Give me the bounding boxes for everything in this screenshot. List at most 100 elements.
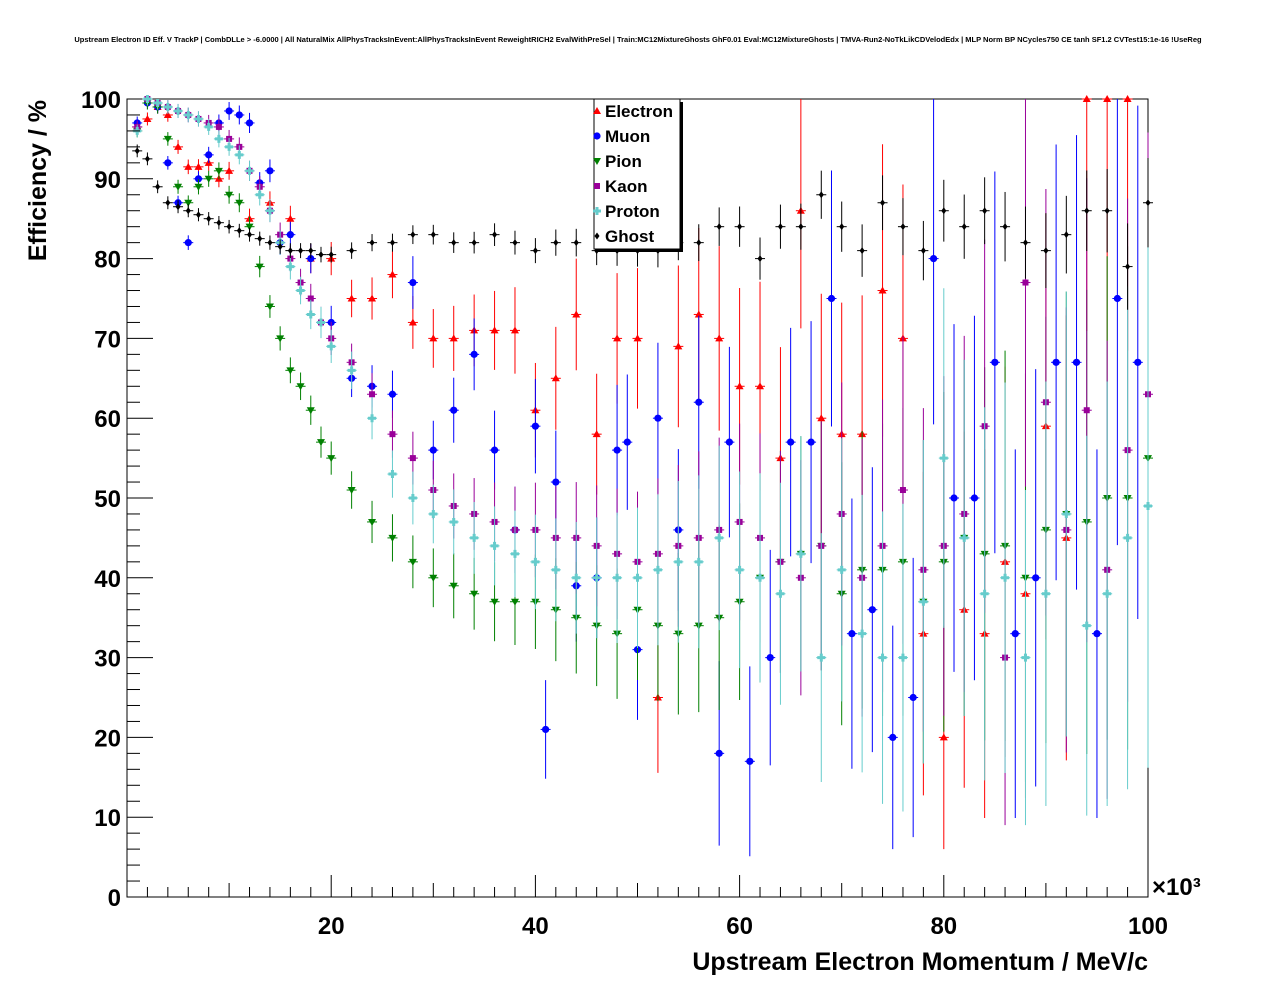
y-tick-label: 20 [94, 725, 121, 752]
data-point [368, 294, 377, 302]
data-point [451, 239, 457, 247]
data-point [286, 367, 295, 375]
data-point [296, 383, 305, 391]
data-point [143, 114, 152, 122]
chart-title: Upstream Electron ID Eff. V TrackP | Com… [74, 35, 1202, 44]
data-point [531, 422, 540, 430]
data-point [776, 589, 785, 598]
data-point [796, 549, 805, 558]
legend-entry-kaon: Kaon [594, 177, 648, 196]
data-point [899, 487, 906, 494]
data-point [204, 122, 213, 131]
data-point [510, 326, 519, 334]
data-point [184, 162, 193, 170]
data-point [715, 533, 724, 542]
data-point [490, 446, 499, 454]
data-point [266, 167, 274, 175]
data-point [276, 335, 285, 343]
data-point [552, 478, 560, 486]
legend-entry-electron: Electron [593, 102, 673, 121]
data-point [889, 733, 897, 742]
data-point [715, 334, 724, 342]
data-point [327, 455, 336, 463]
data-point [613, 573, 622, 582]
data-point [369, 239, 375, 247]
x-tick-label: 100 [1128, 913, 1168, 940]
data-point [286, 214, 295, 222]
data-point [429, 334, 438, 342]
data-point [185, 207, 191, 215]
data-point [296, 286, 305, 295]
data-point [389, 239, 395, 247]
data-point [1084, 207, 1090, 215]
data-point [163, 102, 172, 111]
data-point [1134, 358, 1142, 366]
data-point [551, 565, 560, 574]
data-point [512, 239, 518, 247]
data-point [347, 294, 356, 302]
data-point [408, 318, 417, 326]
y-tick-label: 80 [94, 247, 121, 274]
data-point [429, 446, 437, 454]
data-point [839, 223, 845, 231]
data-point [225, 191, 234, 199]
data-point [542, 725, 550, 734]
data-point [848, 630, 856, 638]
data-point [265, 303, 274, 311]
data-point [194, 162, 203, 170]
data-point [184, 199, 193, 207]
legend-marker [593, 107, 601, 114]
data-point [950, 494, 958, 502]
data-point [194, 114, 203, 123]
data-point [798, 223, 804, 231]
data-point [1145, 199, 1151, 207]
y-tick-label: 30 [94, 646, 121, 673]
data-point [777, 223, 783, 231]
data-point [1103, 589, 1112, 598]
data-point [410, 231, 416, 239]
data-point [573, 239, 579, 247]
data-point [144, 155, 150, 163]
data-point [756, 382, 765, 390]
data-point [633, 334, 642, 342]
data-point [349, 247, 355, 255]
data-point [449, 517, 458, 526]
data-point [880, 199, 886, 207]
legend-marker [594, 183, 600, 189]
data-point [919, 597, 928, 606]
legend-entry-proton: Proton [593, 202, 660, 221]
data-point [470, 533, 479, 542]
legend-entry-muon: Muon [593, 127, 650, 146]
data-point [982, 207, 988, 215]
data-point [265, 206, 274, 215]
data-point [235, 111, 243, 119]
data-point [592, 573, 601, 582]
data-point [470, 590, 479, 598]
data-point [490, 541, 499, 550]
data-point [165, 199, 171, 207]
data-point [694, 557, 703, 566]
data-point [1082, 95, 1091, 102]
data-point [316, 318, 325, 327]
data-point [929, 255, 938, 263]
data-point [316, 439, 325, 447]
legend-marker [593, 158, 601, 165]
data-point [961, 223, 967, 231]
data-point [408, 558, 417, 566]
data-point [492, 231, 498, 239]
data-point [807, 438, 815, 446]
data-point [215, 123, 222, 130]
data-point [1062, 509, 1071, 518]
data-point [1123, 95, 1132, 102]
data-point [163, 110, 172, 118]
data-point [941, 207, 947, 215]
data-point [1104, 207, 1110, 215]
legend-label: Pion [605, 152, 642, 171]
data-point [368, 518, 377, 526]
data-point [980, 589, 989, 598]
data-point [409, 455, 416, 462]
data-point [735, 565, 744, 574]
data-point [756, 573, 765, 582]
legend-label: Kaon [605, 177, 648, 196]
data-point [174, 106, 183, 115]
